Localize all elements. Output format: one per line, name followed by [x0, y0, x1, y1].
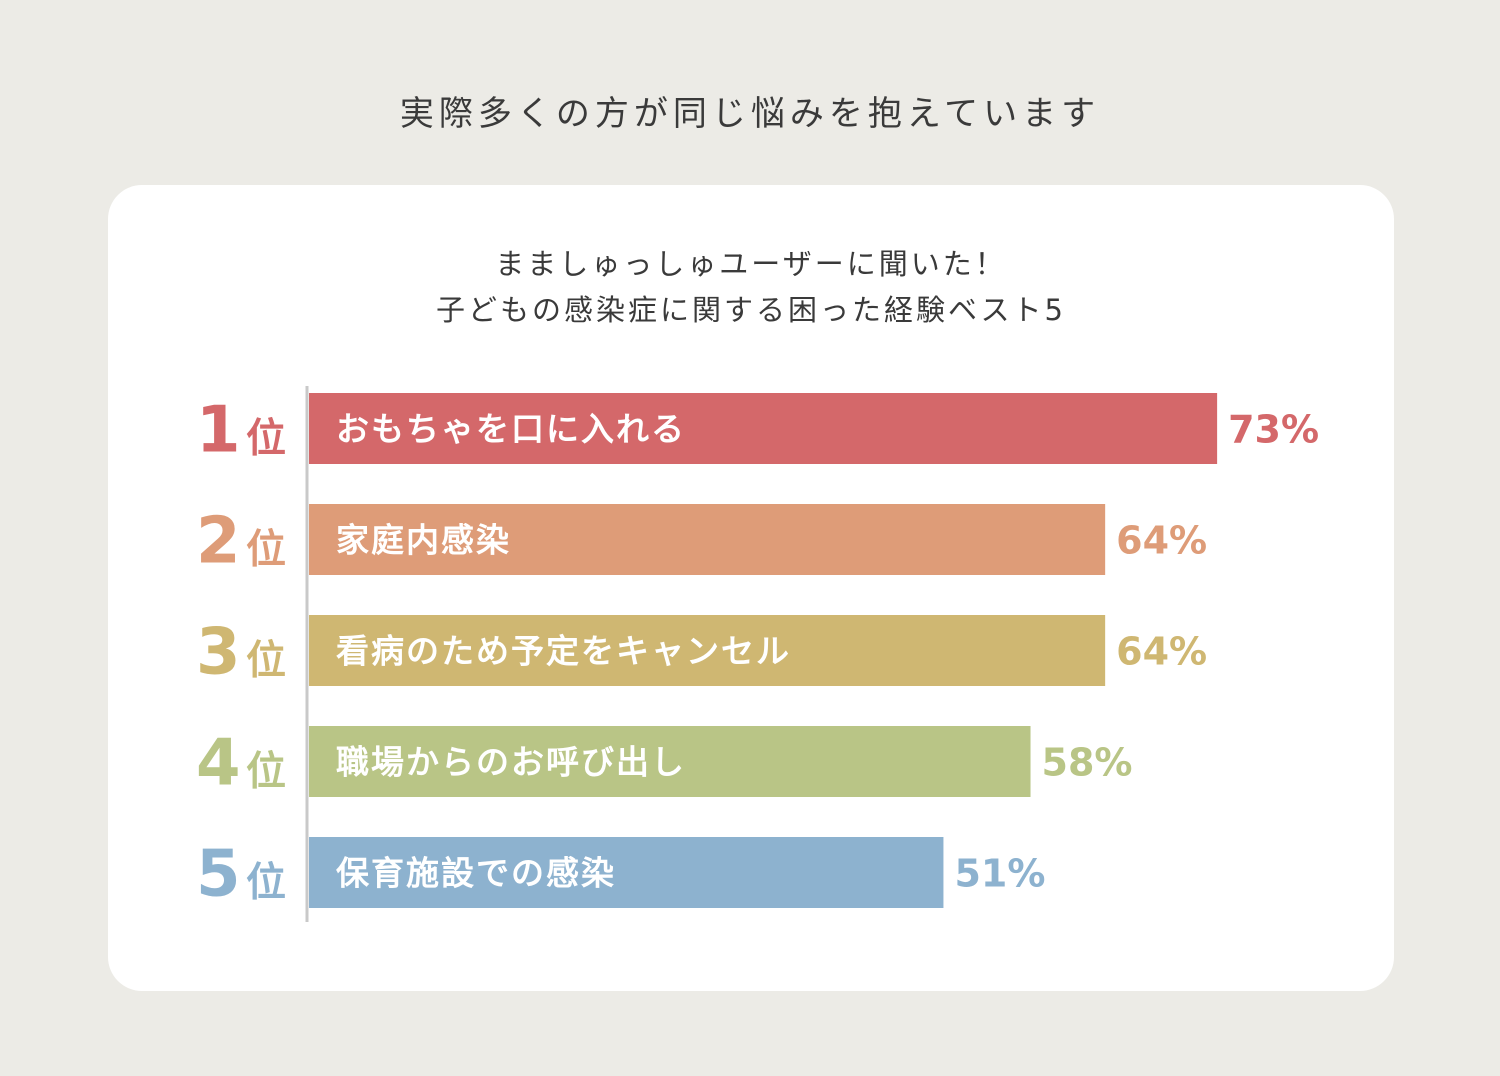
chart-title-line1: まましゅっしゅユーザーに聞いた！ [495, 247, 1007, 281]
value-label-1: 73% [1228, 408, 1319, 452]
bar-label-5: 保育施設での感染 [336, 854, 616, 893]
rank-suffix-2: 位 [246, 527, 286, 573]
rank-suffix-1: 位 [246, 416, 286, 462]
bar-label-2: 家庭内感染 [336, 521, 511, 560]
page-headline: 実際多くの方が同じ悩みを抱えています [399, 94, 1101, 134]
value-label-5: 51% [954, 852, 1045, 896]
rank-suffix-4: 位 [246, 749, 286, 795]
bar-3 [309, 615, 1106, 686]
rank-number-2: 2 [196, 505, 241, 579]
bar-5 [309, 837, 944, 908]
value-label-3: 64% [1116, 630, 1207, 674]
rank-number-5: 5 [196, 838, 241, 912]
bar-label-4: 職場からのお呼び出し [336, 743, 686, 782]
bar-1 [309, 393, 1218, 464]
rank-number-4: 4 [196, 727, 241, 801]
rank-suffix-3: 位 [246, 638, 286, 684]
bar-2 [309, 504, 1106, 575]
value-label-4: 58% [1042, 741, 1133, 785]
bar-label-1: おもちゃを口に入れる [336, 410, 686, 449]
chart-title: まましゅっしゅユーザーに聞いた！ 子どもの感染症に関する困った経験ベスト5 [108, 241, 1394, 333]
rank-suffix-5: 位 [246, 860, 286, 906]
value-label-2: 64% [1116, 519, 1207, 563]
bar-label-3: 看病のため予定をキャンセル [336, 632, 791, 671]
rank-number-3: 3 [196, 616, 241, 690]
chart-title-line2: 子どもの感染症に関する困った経験ベスト5 [435, 293, 1067, 327]
rank-number-1: 1 [196, 394, 241, 468]
bar-4 [309, 726, 1031, 797]
